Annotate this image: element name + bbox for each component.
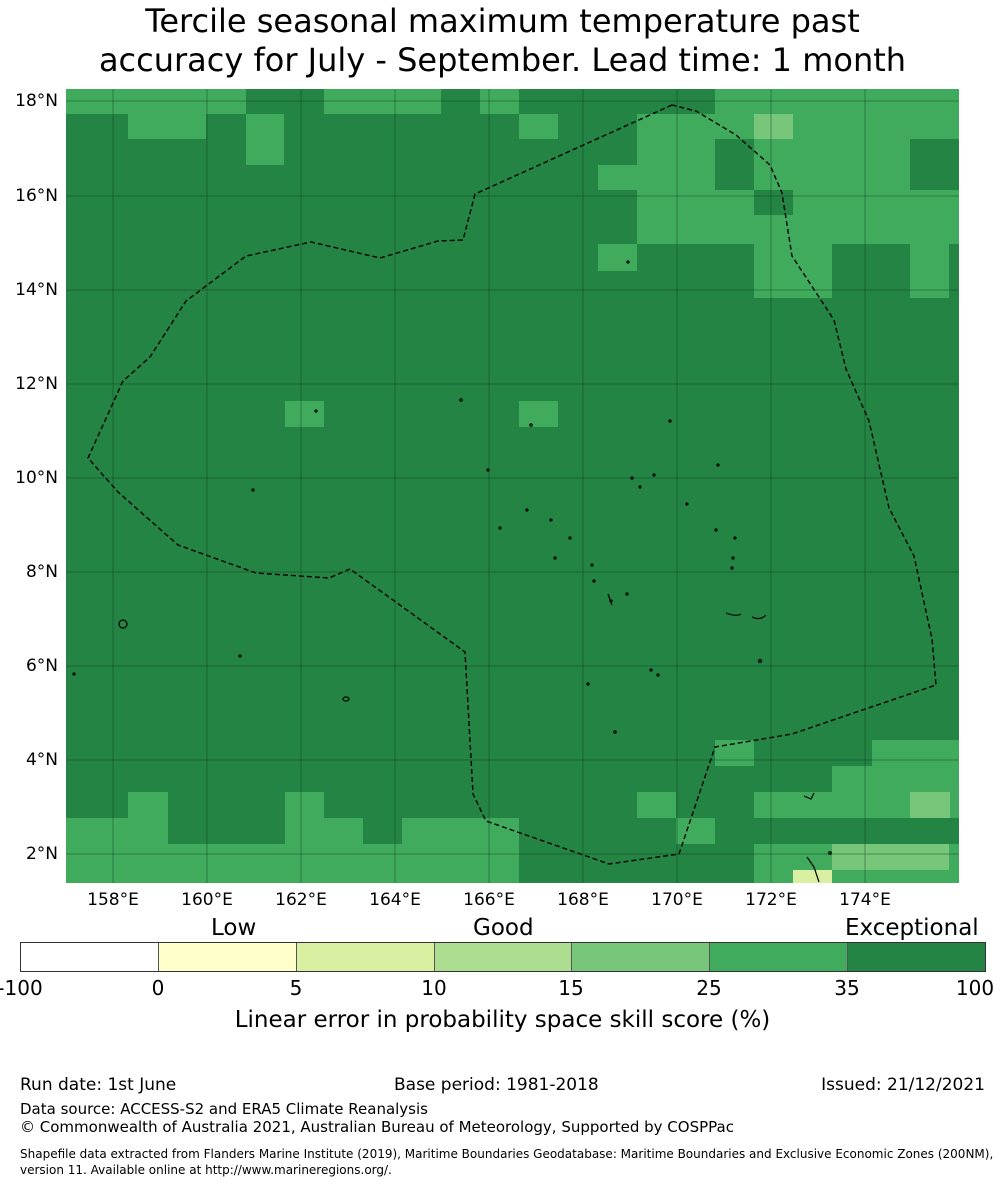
colorbar xyxy=(20,942,986,972)
colorbar-segment xyxy=(158,943,297,971)
copyright: © Commonwealth of Australia 2021, Austra… xyxy=(20,1118,734,1136)
shapefile-credit-line-1: Shapefile data extracted from Flanders M… xyxy=(20,1147,994,1161)
run-date: Run date: 1st June xyxy=(20,1075,177,1095)
colorbar-tick: 15 xyxy=(558,976,584,1000)
colorbar-tick: 0 xyxy=(151,976,165,1000)
lon-tick-162e: 162°E xyxy=(275,890,327,910)
lon-tick-164e: 164°E xyxy=(369,890,421,910)
lat-tick-12n: 12°N xyxy=(15,374,58,394)
skill-cells-25-35 xyxy=(66,89,959,883)
colorbar-segment xyxy=(848,943,986,971)
lat-tick-8n: 8°N xyxy=(25,562,58,582)
lat-tick-10n: 10°N xyxy=(15,468,58,488)
issued-date: Issued: 21/12/2021 xyxy=(821,1075,985,1095)
lon-tick-172e: 172°E xyxy=(745,890,797,910)
lat-tick-2n: 2°N xyxy=(25,844,58,864)
lon-tick-168e: 168°E xyxy=(557,890,609,910)
colorbar-tick: -100 xyxy=(0,976,43,1000)
skill-cells-15-25 xyxy=(754,114,950,870)
colorbar-segment xyxy=(710,943,849,971)
base-period: Base period: 1981-2018 xyxy=(394,1075,599,1095)
data-source: Data source: ACCESS-S2 and ERA5 Climate … xyxy=(20,1100,428,1118)
lon-tick-158e: 158°E xyxy=(87,890,139,910)
shapefile-credit-line-2: version 11. Available online at http://w… xyxy=(20,1163,392,1177)
colorbar-segment xyxy=(21,943,159,971)
skill-cells-0-5 xyxy=(793,870,832,883)
colorbar-tick: 25 xyxy=(696,976,722,1000)
lon-tick-170e: 170°E xyxy=(651,890,703,910)
lon-tick-160e: 160°E xyxy=(181,890,233,910)
lat-tick-16n: 16°N xyxy=(15,186,58,206)
colorbar-tick: 5 xyxy=(289,976,303,1000)
colorbar-segment xyxy=(572,943,711,971)
shapefile-credit: Shapefile data extracted from Flanders M… xyxy=(20,1146,1005,1178)
colorbar-category-good: Good xyxy=(473,915,534,941)
lon-tick-166e: 166°E xyxy=(463,890,515,910)
map-title: Tercile seasonal maximum temperature pas… xyxy=(0,2,1005,80)
colorbar-segment xyxy=(296,943,435,971)
skill-map-svg xyxy=(66,89,959,883)
colorbar-tick: 35 xyxy=(834,976,860,1000)
title-line-1: Tercile seasonal maximum temperature pas… xyxy=(145,2,860,40)
lat-tick-4n: 4°N xyxy=(25,750,58,770)
colorbar-tick: 10 xyxy=(421,976,447,1000)
colorbar-label: Linear error in probability space skill … xyxy=(234,1007,771,1033)
skill-map xyxy=(66,89,959,883)
lon-tick-174e: 174°E xyxy=(839,890,891,910)
eez-boundary xyxy=(87,104,937,865)
lat-tick-18n: 18°N xyxy=(15,91,58,111)
colorbar-tick: 100 xyxy=(955,976,995,1000)
title-line-2: accuracy for July - September. Lead time… xyxy=(98,41,907,79)
lat-tick-14n: 14°N xyxy=(15,280,58,300)
colorbar-category-exceptional: Exceptional xyxy=(845,915,979,941)
lat-tick-6n: 6°N xyxy=(25,656,58,676)
graticule xyxy=(66,89,959,883)
colorbar-segment xyxy=(434,943,573,971)
islands xyxy=(72,260,832,883)
colorbar-category-low: Low xyxy=(211,915,257,941)
